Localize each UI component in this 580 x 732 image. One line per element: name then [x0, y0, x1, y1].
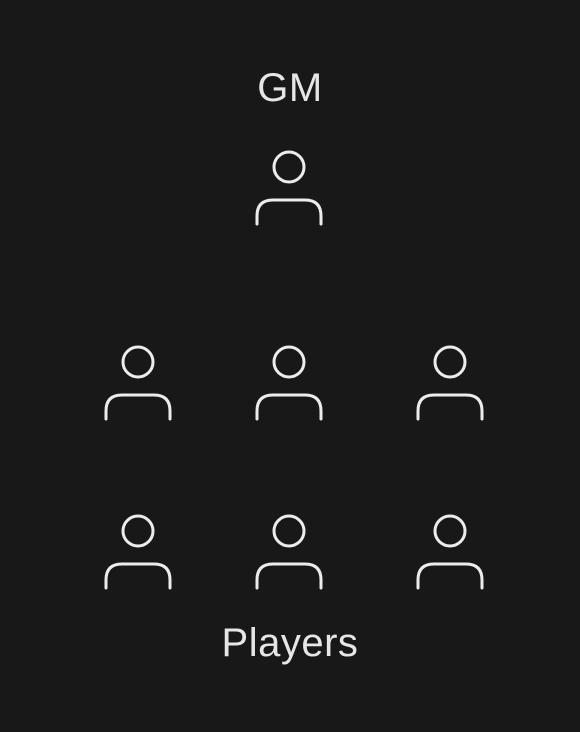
- player-1-person-icon: [102, 341, 174, 421]
- player-5-person-icon: [253, 510, 325, 590]
- player-3-person-icon: [414, 341, 486, 421]
- player-4-person-icon: [102, 510, 174, 590]
- player-2-person-icon: [253, 341, 325, 421]
- gm-person-icon: [253, 146, 325, 226]
- player-6-person-icon: [414, 510, 486, 590]
- players-label: Players: [221, 621, 359, 665]
- gm-label: GM: [257, 66, 323, 110]
